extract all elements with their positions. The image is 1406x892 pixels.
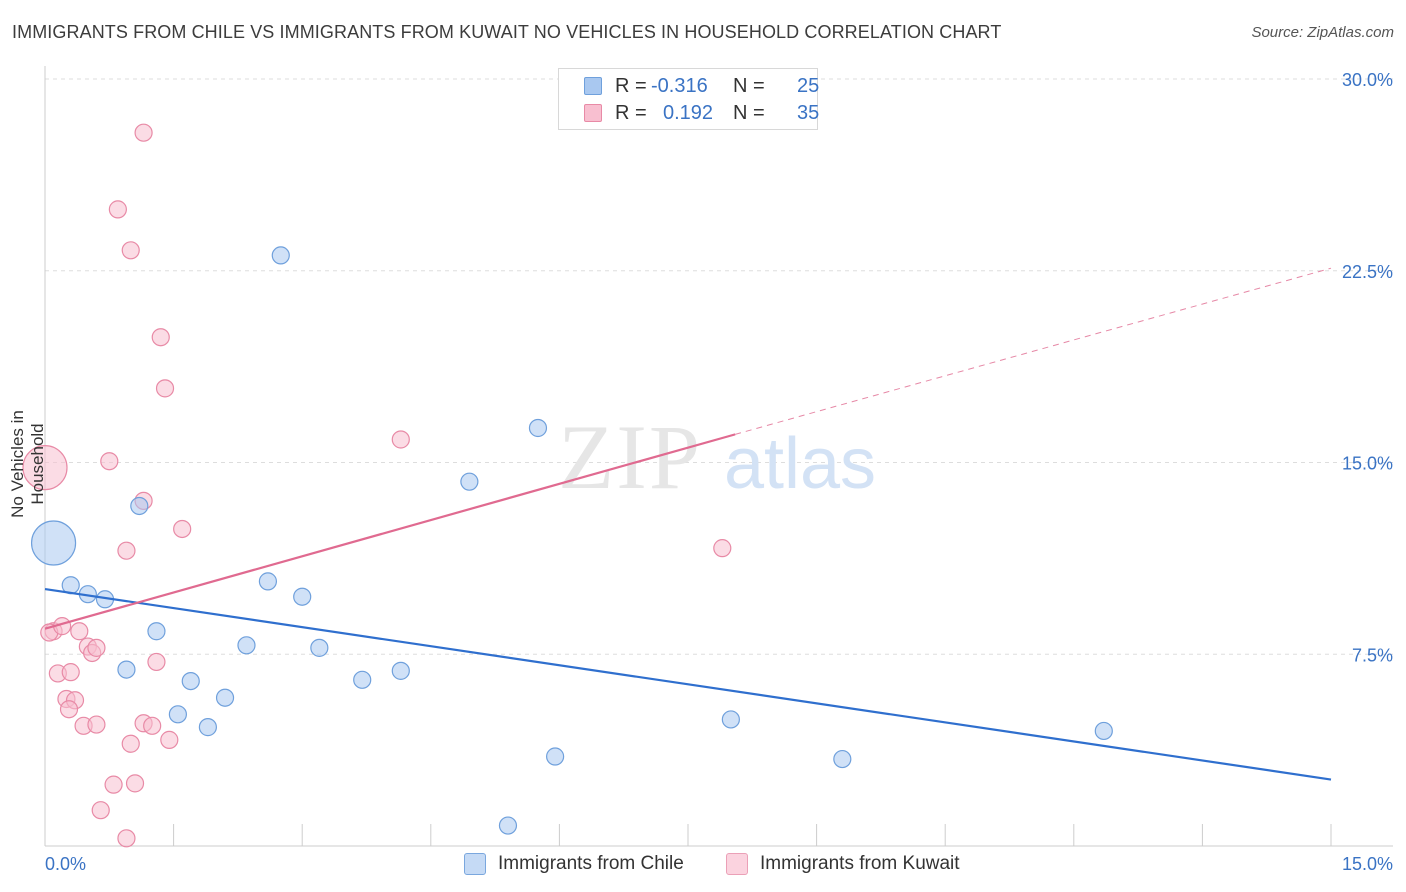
- chile-point: [721, 710, 740, 729]
- gridlines: [45, 78, 1393, 655]
- chile-point: [117, 660, 136, 679]
- kuwait-point: [713, 539, 732, 558]
- watermark: ZIP atlas: [558, 406, 876, 508]
- kuwait-point: [100, 452, 119, 471]
- kuwait-point: [108, 200, 127, 219]
- chile-point: [1094, 721, 1113, 741]
- kuwait-point: [151, 328, 170, 347]
- chile-point: [215, 688, 235, 707]
- kuwait-point: [391, 430, 410, 449]
- y-tick-label: 22.5%: [1342, 262, 1393, 282]
- series-legend-kuwait[interactable]: Immigrants from Kuwait: [726, 850, 960, 878]
- tick-labels: 7.5% 15.0% 22.5% 30.0% 0.0% 15.0%: [45, 70, 1393, 874]
- kuwait-point: [61, 663, 80, 682]
- kuwait-swatch-icon: [584, 104, 602, 122]
- kuwait-point: [143, 716, 162, 735]
- kuwait-point: [121, 241, 140, 260]
- series-chile-points: [30, 246, 1113, 835]
- chile-point: [198, 718, 217, 737]
- kuwait-trend-line: [44, 433, 736, 630]
- kuwait-point: [87, 638, 106, 657]
- y-tick-label: 30.0%: [1342, 70, 1393, 90]
- kuwait-point: [91, 801, 110, 820]
- kuwait-point: [134, 123, 153, 142]
- chile-point: [30, 520, 77, 566]
- kuwait-point: [104, 775, 123, 794]
- y-axis-label: No Vehicles in Household: [8, 410, 47, 518]
- kuwait-point: [117, 829, 136, 848]
- legend-n-label: N =: [733, 74, 765, 97]
- chile-point: [271, 246, 290, 265]
- chile-point: [130, 496, 149, 516]
- kuwait-point: [147, 652, 166, 672]
- kuwait-point: [70, 622, 89, 641]
- legend-r-label: R =: [615, 101, 647, 124]
- kuwait-point: [173, 519, 192, 539]
- chile-point: [147, 622, 166, 641]
- kuwait-point: [87, 715, 106, 734]
- correlation-legend: R = -0.316 N = 25 R = 0.192 N = 35: [558, 68, 820, 130]
- kuwait-point: [160, 730, 179, 749]
- chile-point: [258, 572, 278, 591]
- x-tick-label: 0.0%: [45, 854, 86, 874]
- chile-point: [546, 747, 565, 766]
- trend-lines: [44, 267, 1332, 781]
- chile-point: [293, 587, 312, 606]
- chart-title: IMMIGRANTS FROM CHILE VS IMMIGRANTS FROM…: [12, 22, 1002, 42]
- legend-n-value-kuwait: 35: [797, 101, 820, 124]
- chile-trend-line: [44, 587, 1332, 781]
- kuwait-point: [59, 700, 79, 719]
- chile-point: [181, 671, 200, 691]
- chile-point: [310, 638, 329, 657]
- legend-r-label: R =: [615, 74, 647, 97]
- axes: [44, 66, 1393, 847]
- source-label: Source: ZipAtlas.com: [1251, 24, 1394, 41]
- series-legend-chile[interactable]: Immigrants from Chile: [464, 850, 684, 878]
- chile-point: [498, 816, 518, 835]
- series-legend-chile-label: Immigrants from Chile: [498, 853, 684, 874]
- y-tick-label: 7.5%: [1352, 645, 1393, 665]
- x-tick-label: 15.0%: [1342, 854, 1393, 874]
- chile-point: [460, 472, 479, 491]
- chile-point: [391, 661, 410, 680]
- legend-n-value-chile: 25: [797, 74, 820, 97]
- watermark-zip: ZIP: [558, 406, 702, 508]
- series-legend-kuwait-label: Immigrants from Kuwait: [760, 853, 960, 874]
- kuwait-point: [22, 445, 68, 491]
- kuwait-point: [121, 734, 140, 753]
- chile-point: [833, 749, 852, 769]
- legend-r-value-chile: -0.316: [651, 74, 708, 97]
- kuwait-point: [155, 379, 175, 398]
- chile-point: [528, 418, 548, 438]
- chile-point: [353, 670, 372, 689]
- kuwait-point: [125, 774, 145, 793]
- chile-swatch-icon: [584, 77, 602, 95]
- legend-r-value-kuwait: 0.192: [663, 101, 714, 124]
- chile-point: [168, 705, 187, 724]
- chile-legend-icon: [464, 853, 486, 875]
- chile-point: [237, 636, 256, 655]
- kuwait-trend-extension: [735, 267, 1332, 435]
- watermark-atlas: atlas: [724, 424, 876, 504]
- y-tick-label: 15.0%: [1342, 454, 1393, 474]
- kuwait-point: [117, 541, 136, 560]
- kuwait-legend-icon: [726, 853, 748, 875]
- legend-n-label: N =: [733, 101, 765, 124]
